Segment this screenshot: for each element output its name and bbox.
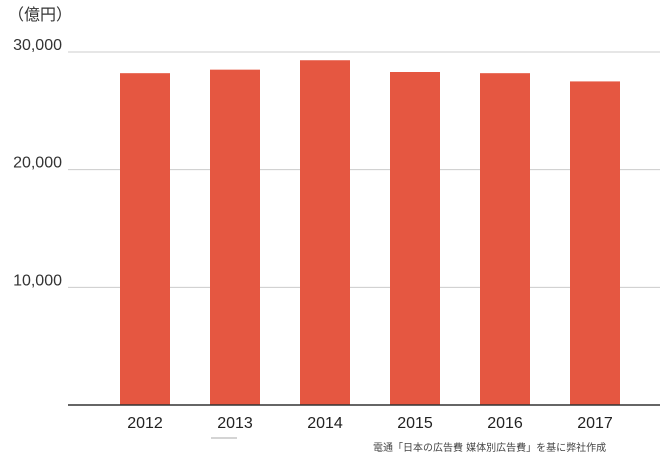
y-tick-label: 30,000 (13, 37, 62, 54)
x-tick-label: 2017 (577, 415, 613, 432)
x-tick-label: 2013 (217, 415, 253, 432)
source-note: 電通「日本の広告費 媒体別広告費」を基に弊社作成 (373, 443, 607, 454)
bar-2015 (390, 72, 440, 406)
x-axis-ticks: 2012 2013 2014 2015 2016 2017 (127, 415, 613, 432)
x-tick-label: 2016 (487, 415, 523, 432)
bar-2013 (210, 69, 260, 406)
bar-2012 (120, 73, 170, 406)
y-axis-ticks: 10,000 20,000 30,000 (13, 37, 62, 289)
x-tick-label: 2012 (127, 415, 163, 432)
x-tick-label: 2015 (397, 415, 433, 432)
bar-2014 (300, 60, 350, 406)
y-tick-label: 10,000 (13, 272, 62, 289)
bar-2017 (570, 81, 620, 406)
y-axis-unit-label: （億円） (8, 5, 73, 24)
bars (120, 60, 620, 406)
y-tick-label: 20,000 (13, 155, 62, 172)
bar-2016 (480, 73, 530, 406)
x-tick-label: 2014 (307, 415, 343, 432)
